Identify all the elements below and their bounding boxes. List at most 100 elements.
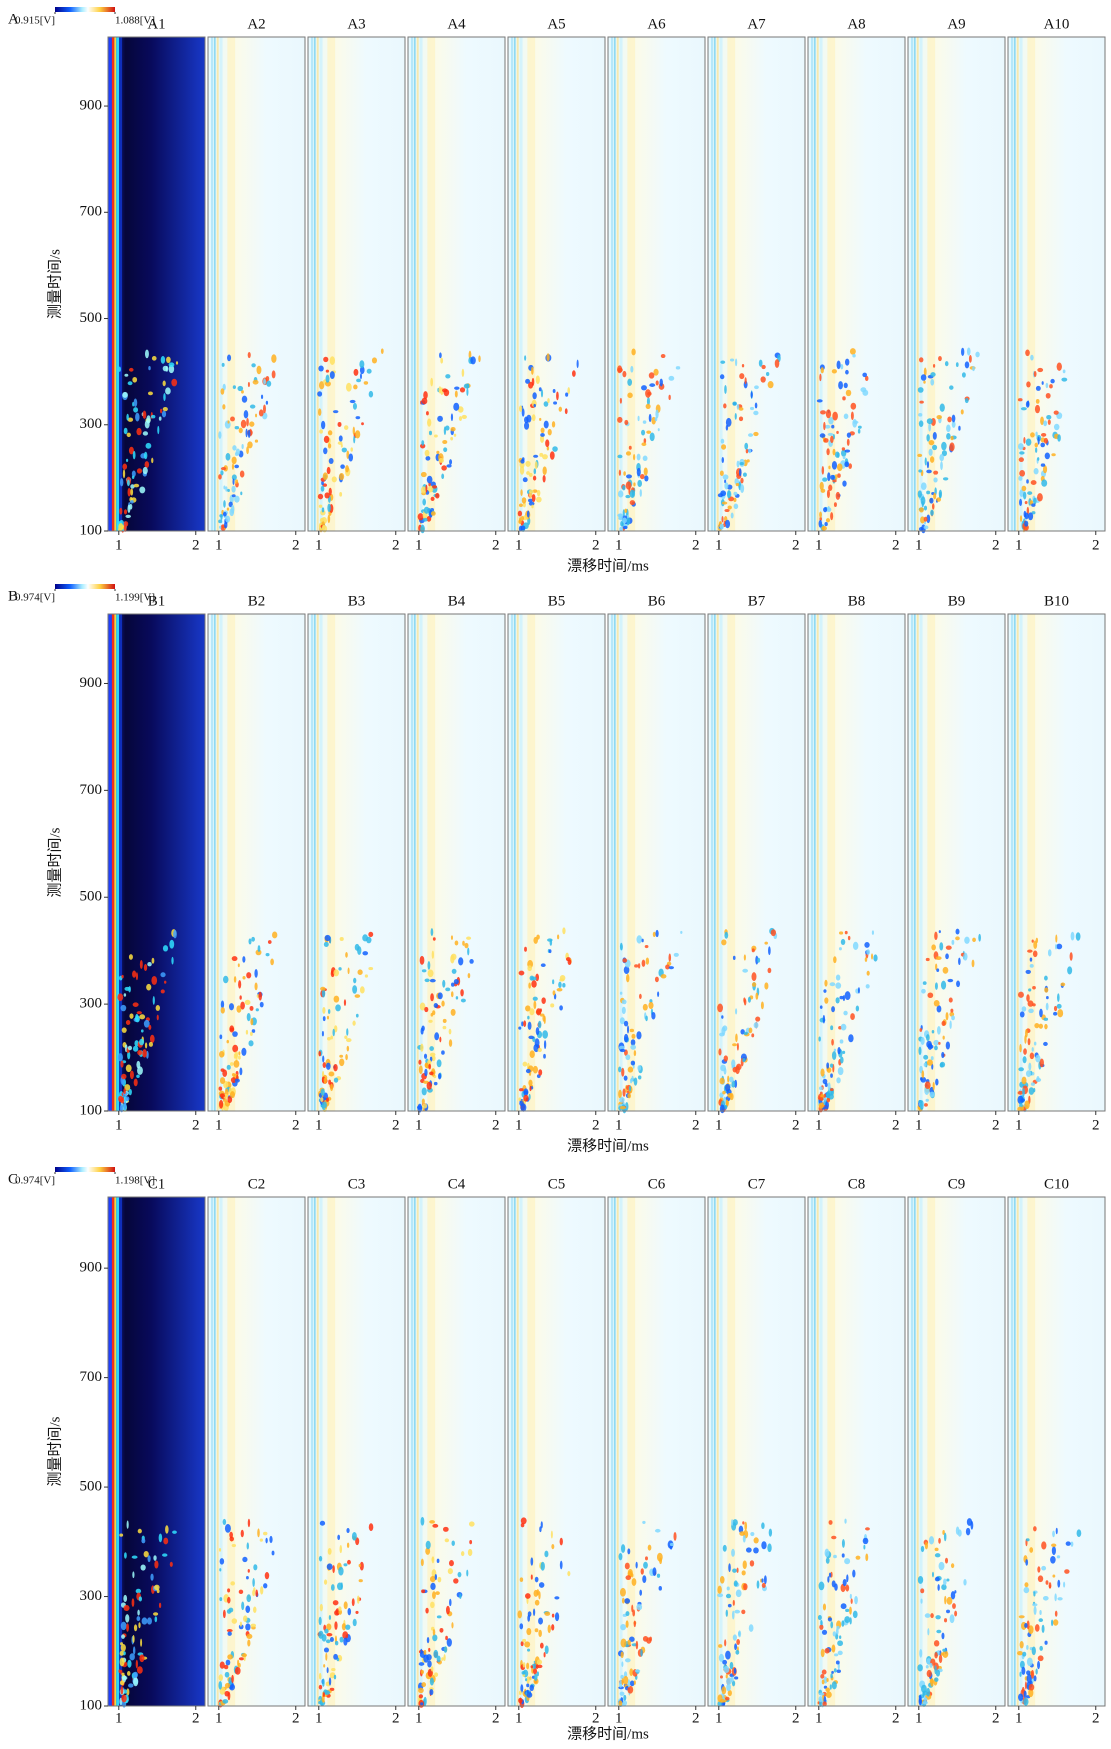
heatmap-spot	[139, 1014, 145, 1019]
heatmap-spot	[1031, 503, 1035, 506]
x-axis-label: 漂移时间/ms	[567, 557, 649, 574]
heatmap-spot	[322, 1031, 324, 1036]
heatmap-spot	[655, 1529, 661, 1533]
heatmap-spot	[530, 976, 535, 981]
heatmap-spot	[819, 1582, 825, 1591]
heatmap-spot	[323, 1692, 325, 1697]
heatmap-spot	[769, 1529, 772, 1537]
heatmap-spot	[252, 1578, 255, 1587]
heatmap-spot	[722, 1025, 727, 1031]
heatmap-spot	[328, 515, 331, 523]
x-tick-label: 1	[915, 1710, 923, 1726]
heatmap-spot	[728, 1604, 732, 1608]
heatmap-spot	[529, 1685, 534, 1691]
heatmap-spot	[327, 1667, 329, 1673]
heatmap-spot	[535, 1600, 540, 1606]
heatmap-spot	[126, 1020, 130, 1025]
heatmap-spot	[872, 930, 874, 934]
subplot-title: A1	[147, 16, 165, 32]
heatmap-spot	[822, 1680, 825, 1685]
heatmap-spot	[148, 1555, 151, 1562]
subplot: C712	[708, 1176, 805, 1726]
heatmap-spot	[941, 1633, 944, 1640]
heatmap-spot	[118, 1096, 123, 1102]
heatmap-spot	[526, 1628, 531, 1635]
heatmap-spot	[743, 997, 745, 1003]
heatmap-spot	[540, 433, 545, 437]
heatmap-spot	[1019, 457, 1024, 462]
heatmap-spot	[347, 1543, 349, 1548]
heatmap-spot	[427, 476, 433, 484]
heatmap-spot	[929, 1663, 932, 1668]
heatmap-spot	[620, 1624, 626, 1630]
x-tick-label: 1	[1015, 537, 1023, 553]
subplot-title: B9	[948, 593, 966, 609]
heatmap-spot	[539, 1526, 541, 1532]
heatmap-spot	[120, 1680, 124, 1685]
heatmap-spot	[127, 1660, 131, 1668]
heatmap-spot	[1023, 1698, 1028, 1706]
heatmap-spot	[238, 1055, 241, 1060]
heatmap-spot	[532, 392, 536, 399]
heatmap-spot	[838, 381, 843, 389]
heatmap-spot	[132, 1635, 134, 1643]
heatmap-spot	[442, 440, 447, 444]
heatmap-spot	[333, 969, 339, 976]
heatmap-stripe	[1011, 1197, 1013, 1706]
subplot-title: C5	[548, 1176, 566, 1192]
y-tick-label: 500	[80, 1479, 103, 1495]
heatmap-spot	[338, 967, 341, 970]
heatmap-spot	[724, 509, 729, 512]
heatmap-spot	[567, 387, 570, 394]
heatmap-spot	[641, 430, 645, 436]
heatmap-spot	[619, 470, 621, 476]
heatmap-stripe	[119, 37, 122, 531]
heatmap-stripe	[514, 1197, 515, 1706]
heatmap-spot	[246, 1634, 252, 1639]
heatmap-spot	[323, 472, 328, 480]
heatmap-spot	[633, 454, 635, 460]
heatmap-spot	[342, 448, 347, 453]
heatmap-spot	[327, 1016, 329, 1020]
heatmap-spot	[127, 505, 130, 513]
heatmap-spot	[369, 391, 373, 398]
heatmap-spot	[451, 935, 453, 940]
heatmap-spot	[657, 1574, 660, 1578]
heatmap-spot	[832, 369, 837, 373]
heatmap-spot	[838, 1651, 843, 1656]
heatmap-spot	[160, 409, 162, 414]
heatmap-spot	[921, 482, 927, 490]
heatmap-stripe	[627, 1197, 635, 1706]
x-tick-label: 1	[315, 1117, 323, 1133]
heatmap-spot	[242, 976, 245, 980]
heatmap-spot	[865, 1527, 870, 1530]
heatmap-spot	[644, 467, 648, 475]
heatmap-stripe	[108, 1197, 112, 1706]
heatmap-spot	[343, 1563, 347, 1566]
heatmap-spot	[222, 1069, 227, 1076]
heatmap-spot	[625, 1054, 630, 1060]
heatmap-spot	[520, 1577, 523, 1582]
heatmap-spot	[553, 990, 556, 995]
heatmap-spot	[965, 361, 970, 368]
heatmap-spot	[1045, 453, 1050, 460]
heatmap-spot	[229, 1608, 234, 1613]
heatmap-spot	[326, 1063, 331, 1070]
heatmap-spot	[924, 1063, 927, 1067]
heatmap-spot	[239, 1657, 244, 1660]
heatmap-spot	[552, 421, 555, 427]
heatmap-spot	[345, 952, 348, 958]
heatmap-spot	[562, 983, 565, 988]
heatmap-spot	[1041, 1541, 1046, 1549]
heatmap-stripe	[720, 614, 723, 1111]
figure: A0.915[V]1.088[V]A112A212A312A412A512A61…	[0, 0, 1111, 1744]
heatmap-spot	[917, 1664, 922, 1671]
heatmap-spot	[428, 1648, 430, 1652]
heatmap-spot	[819, 374, 821, 381]
subplot-title: A10	[1044, 16, 1070, 32]
heatmap-stripe	[311, 37, 313, 531]
heatmap-spot	[669, 966, 674, 969]
heatmap-spot	[831, 1006, 835, 1012]
heatmap-spot	[625, 1658, 631, 1662]
heatmap-spot	[550, 451, 555, 460]
